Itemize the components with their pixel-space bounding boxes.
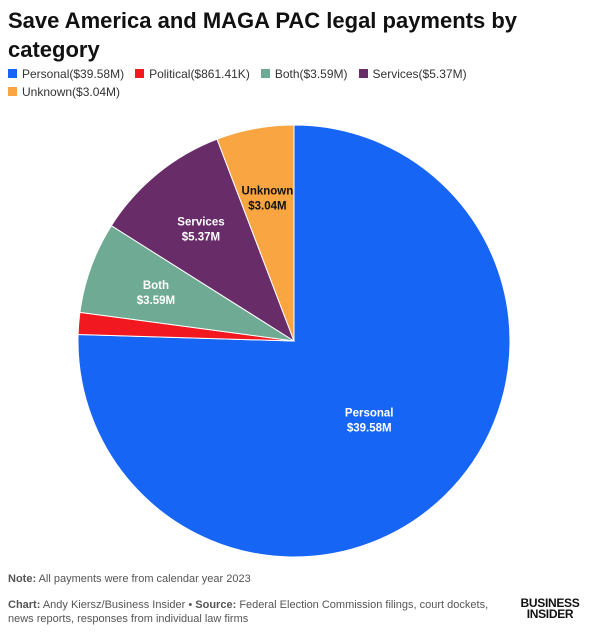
logo-line-1: BUSINESS [520,596,580,610]
slice-value-personal: $39.58M [347,422,392,434]
legend-value: ($3.04M) [72,84,121,99]
legend-swatch [8,87,17,96]
legend-label: Personal [22,66,70,81]
chart-title: Save America and MAGA PAC legal payments… [8,8,518,62]
slice-label-unknown: Unknown [242,186,294,198]
legend-value: ($39.58M) [69,66,125,81]
legend-value: ($3.59M) [299,66,348,81]
credit-chart-text: Andy Kiersz/Business Insider [42,599,186,611]
legend-label: Both [274,66,300,81]
slice-value-services: $5.37M [182,231,220,243]
note-label: Note: [8,573,37,585]
legend-item-political: Political ($861.41K) [135,66,250,81]
legend-item-personal: Personal ($39.58M) [8,66,124,81]
legend-swatch [135,69,145,78]
legend-label: Services [372,66,419,81]
credit-source-text: Federal Election Commission filings, cou… [8,599,489,625]
legend-value: ($5.37M) [418,66,467,81]
business-insider-logo: BUSINESS INSIDER [516,596,584,621]
logo-line-2: INSIDER [526,607,574,621]
legend-label: Political [149,66,191,81]
credit-separator: • [188,599,193,611]
chart-credit: Chart: Andy Kiersz/Business Insider • So… [8,598,508,626]
note-text: All payments were from calendar year 202… [38,573,251,585]
pie-slice-unknown [216,124,295,342]
legend-value: ($861.41K) [190,66,250,81]
legend-item-both: Both ($3.59M) [260,66,348,81]
slice-label-both: Both [143,280,169,292]
legend-item-services: Services ($5.37M) [358,66,467,81]
credit-chart-label: Chart: [8,599,41,611]
slice-value-unknown: $3.04M [248,201,286,213]
legend-swatch [358,69,368,78]
legend-label: Unknown [22,84,73,99]
legend-swatch [8,69,17,78]
pie-slice-services [110,138,296,343]
chart-legend: Personal ($39.58M) Political ($861.41K) Bo… [8,66,578,99]
chart-note: Note: All payments were from calendar ye… [8,573,251,585]
legend-item-unknown: Unknown ($3.04M) [8,84,120,99]
slice-label-services: Services [177,216,224,228]
legend-swatch [260,69,270,78]
credit-source-label: Source: [195,599,237,611]
slice-value-both: $3.59M [137,295,175,307]
slice-label-personal: Personal [345,407,394,419]
